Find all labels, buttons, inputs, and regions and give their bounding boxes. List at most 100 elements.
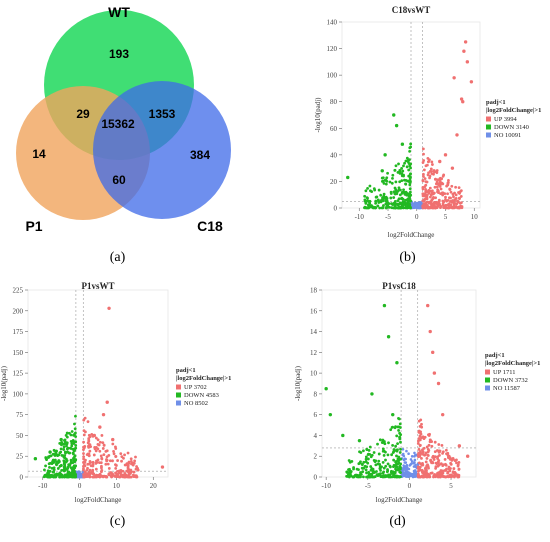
caption-c: (c) [109,514,126,529]
up-point [94,467,98,471]
y-tick-label: 225 [13,287,24,295]
venn-set-label-c18: C18 [197,218,223,234]
no-point [412,462,416,465]
up-point [82,473,85,476]
down-point [387,441,390,445]
up-point [425,194,429,197]
down-point [63,450,67,454]
up-point [114,466,118,470]
up-point [429,167,433,171]
y-tick-label: 75 [16,411,24,419]
up-point [430,198,434,202]
up-point [452,200,456,204]
up-point [127,470,130,474]
up-point [118,475,122,479]
down-point [74,444,78,447]
no-point [404,475,408,478]
up-point [424,164,428,168]
legend-subtitle: |log2FoldChange|>1 [486,107,541,114]
up-point [427,434,431,437]
down-point [50,462,54,466]
down-point [389,192,393,195]
down-point [56,467,60,470]
y-tick-label: 2 [314,453,318,461]
up-point [85,468,89,472]
up-point [430,172,434,176]
down-point [394,180,398,184]
up-point [424,466,428,470]
up-point [99,454,103,458]
up-point [97,443,101,447]
down-point [62,465,66,469]
down-point [379,475,383,479]
up-point [423,475,427,479]
down-point [366,475,370,479]
up-point [94,474,98,478]
up-outlier-point [426,303,430,308]
down-point [394,444,398,448]
down-point [359,451,363,454]
down-outlier-point [48,450,52,454]
up-point [421,471,425,475]
down-point [382,204,385,207]
venn-count-wt-p1: 29 [76,107,90,121]
no-point [413,451,416,455]
up-point [87,452,91,456]
down-point [370,190,374,193]
down-point [402,206,405,210]
down-point [398,435,401,439]
up-point [427,158,431,162]
up-point [433,455,437,459]
y-axis-label: -log10(padj) [314,97,322,133]
up-point [438,185,442,188]
down-point [381,441,384,444]
up-point [98,449,102,453]
down-point [408,172,412,176]
up-point [420,422,423,426]
down-point [43,475,46,479]
up-point [428,174,432,178]
down-point [399,447,402,451]
up-point [436,460,440,464]
up-point [423,185,427,189]
down-point [400,206,403,210]
down-point [378,438,382,442]
up-point [105,475,109,479]
up-point [126,464,130,468]
down-point [390,181,394,185]
up-point [92,453,96,457]
down-point [399,201,402,205]
down-point [62,448,66,451]
up-point [419,432,423,436]
legend-title: padj<1 [486,99,506,106]
up-outlier-point [98,425,102,429]
up-point [91,460,95,464]
y-tick-label: 16 [310,307,318,315]
up-point [455,461,458,465]
up-point [110,475,114,479]
down-point [379,468,382,472]
up-point [421,463,425,467]
up-point [444,448,448,452]
legend-subtitle: |log2FoldChange|>1 [485,360,540,367]
down-point [376,442,379,446]
up-point [416,442,420,445]
up-point [423,435,427,439]
up-point [440,443,444,447]
down-point [402,188,405,192]
up-point [434,196,437,200]
down-outlier-point [33,457,38,461]
down-point [372,471,376,475]
down-point [369,465,373,468]
up-point [426,200,430,204]
down-point [55,463,58,467]
down-point [407,199,411,202]
up-point [446,183,450,187]
down-point [409,166,412,170]
down-point [404,159,408,163]
down-point [65,459,69,463]
up-point [448,206,452,209]
up-point [444,203,448,207]
down-point [377,459,381,463]
down-point [397,416,400,420]
